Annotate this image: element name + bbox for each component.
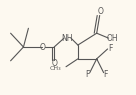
Text: F: F <box>108 44 113 53</box>
Text: O: O <box>98 7 104 16</box>
Text: CH₃: CH₃ <box>50 66 61 71</box>
Text: F: F <box>86 70 90 79</box>
Text: O: O <box>39 42 45 51</box>
Text: OH: OH <box>107 34 118 43</box>
Text: O: O <box>51 59 57 68</box>
Text: NH: NH <box>61 34 73 43</box>
Text: F: F <box>103 70 108 79</box>
